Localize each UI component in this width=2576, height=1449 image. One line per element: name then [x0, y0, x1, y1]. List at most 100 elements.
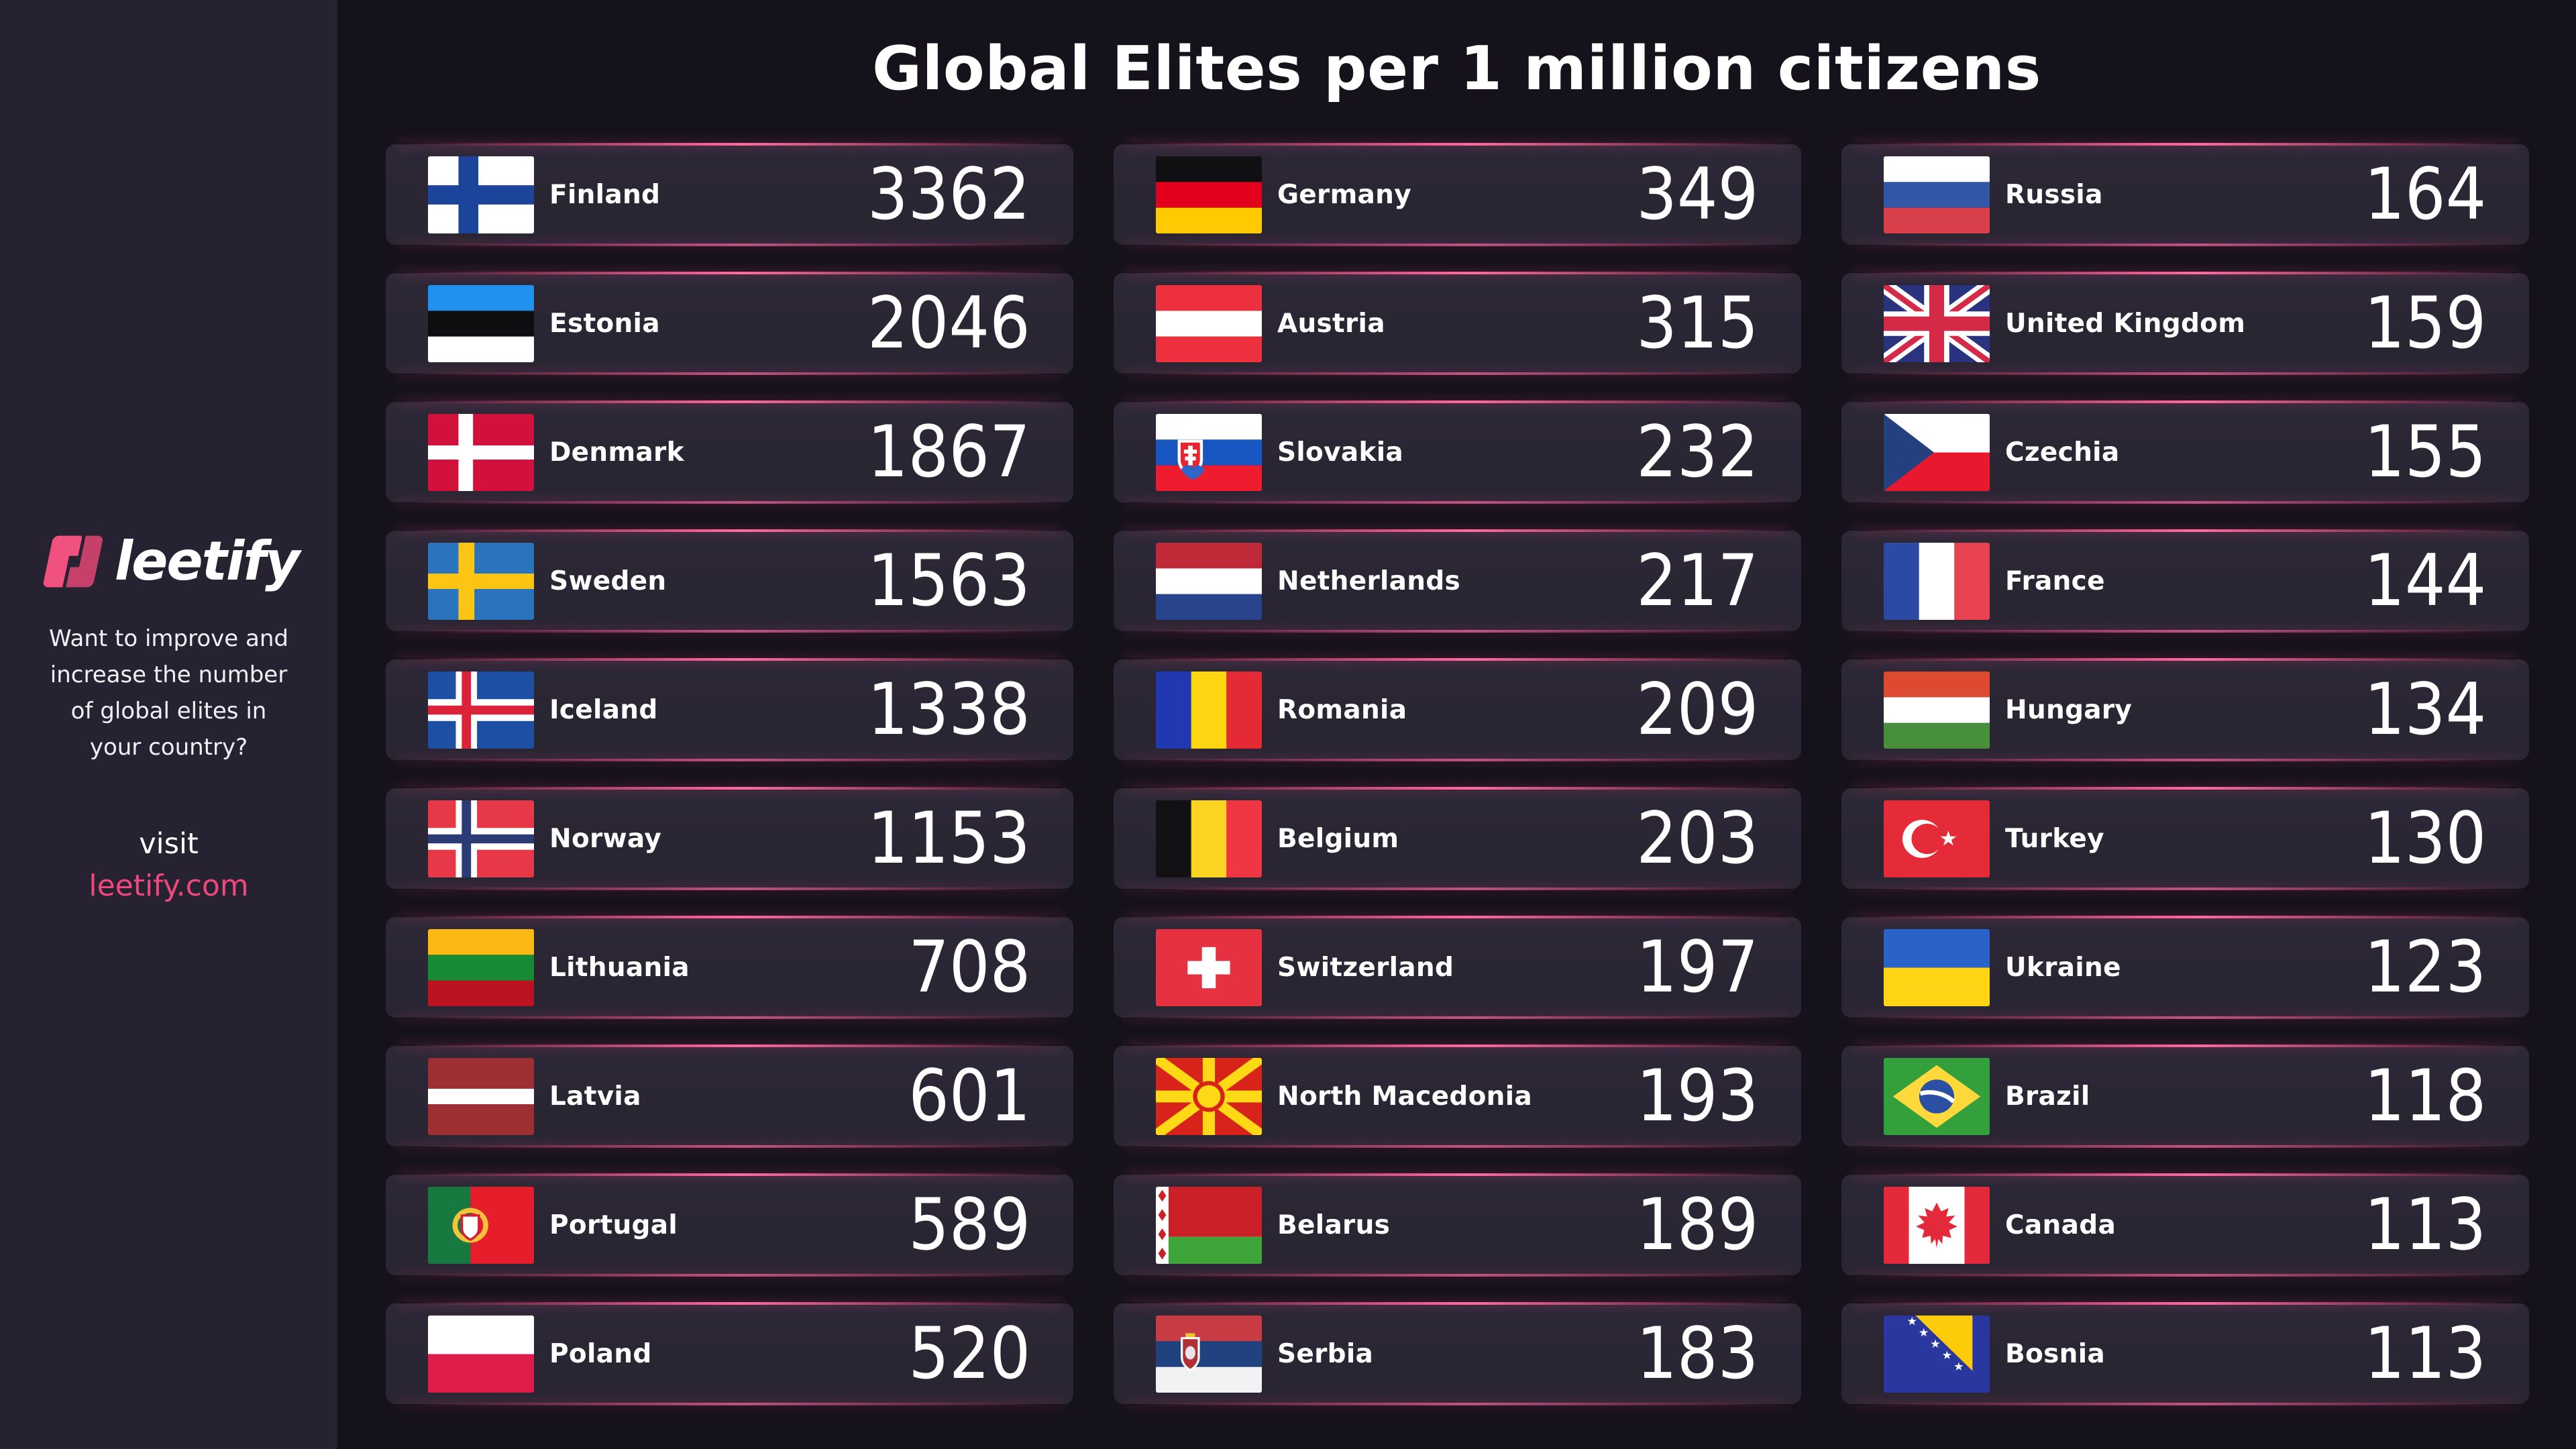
leetify-logo-icon	[43, 535, 103, 588]
country-name: Russia	[2005, 179, 2103, 210]
country-value: 589	[908, 1183, 1030, 1266]
country-value: 209	[1635, 668, 1758, 751]
flag-bosnia-icon	[1884, 1315, 1990, 1393]
country-name: France	[2005, 566, 2105, 596]
country-value: 193	[1635, 1055, 1758, 1137]
country-value: 118	[2363, 1055, 2486, 1137]
leaderboard-grid: Finland 3362 Estonia 2046 Denmark 1867 S…	[386, 143, 2529, 1405]
country-card-russia: Russia 164	[1841, 143, 2529, 246]
flag-north-macedonia-icon	[1156, 1057, 1262, 1135]
flag-canada-icon	[1884, 1186, 1990, 1264]
flag-hungary-icon	[1884, 671, 1990, 749]
country-card-lithuania: Lithuania 708	[386, 916, 1073, 1019]
flag-france-icon	[1884, 542, 1990, 620]
country-name: Czechia	[2005, 437, 2120, 468]
flag-turkey-icon	[1884, 800, 1990, 877]
country-name: Lithuania	[549, 952, 690, 983]
country-name: Germany	[1277, 179, 1411, 210]
flag-ukraine-icon	[1884, 928, 1990, 1006]
country-name: Norway	[549, 823, 662, 854]
country-name: Bosnia	[2005, 1338, 2105, 1369]
country-name: Austria	[1277, 308, 1385, 339]
country-value: 197	[1635, 926, 1758, 1008]
country-name: Finland	[549, 179, 661, 210]
country-value: 601	[908, 1055, 1030, 1137]
country-value: 217	[1635, 539, 1758, 622]
country-name: Romania	[1277, 694, 1407, 725]
country-name: Iceland	[549, 694, 658, 725]
country-value: 708	[908, 926, 1030, 1008]
country-value: 155	[2363, 411, 2486, 493]
flag-germany-icon	[1156, 156, 1262, 233]
country-name: Slovakia	[1277, 437, 1404, 468]
pitch-line: Want to improve and	[49, 625, 288, 652]
country-card-belarus: Belarus 189	[1114, 1173, 1801, 1277]
country-value: 1563	[867, 539, 1030, 622]
country-value: 1338	[867, 668, 1030, 751]
country-name: Poland	[549, 1338, 652, 1369]
flag-denmark-icon	[428, 413, 534, 491]
country-name: Hungary	[2005, 694, 2133, 725]
flag-russia-icon	[1884, 156, 1990, 233]
country-card-united-kingdom: United Kingdom 159	[1841, 272, 2529, 375]
country-card-sweden: Sweden 1563	[386, 529, 1073, 633]
country-value: 113	[2363, 1312, 2486, 1395]
country-value: 130	[2363, 797, 2486, 879]
brand-wordmark: leetify	[114, 530, 301, 592]
country-value: 189	[1635, 1183, 1758, 1266]
flag-romania-icon	[1156, 671, 1262, 749]
visit-label: visit	[139, 827, 199, 861]
pitch-line: of global elites in	[70, 698, 267, 724]
pitch-line: increase the number	[50, 661, 288, 688]
country-value: 315	[1635, 282, 1758, 364]
flag-austria-icon	[1156, 284, 1262, 362]
country-name: Latvia	[549, 1081, 641, 1112]
flag-iceland-icon	[428, 671, 534, 749]
country-value: 1153	[867, 797, 1030, 879]
country-name: Serbia	[1277, 1338, 1374, 1369]
country-card-denmark: Denmark 1867	[386, 400, 1073, 504]
country-card-belgium: Belgium 203	[1114, 787, 1801, 890]
country-name: Belgium	[1277, 823, 1399, 854]
flag-poland-icon	[428, 1315, 534, 1393]
country-name: Estonia	[549, 308, 660, 339]
country-card-ukraine: Ukraine 123	[1841, 916, 2529, 1019]
country-value: 203	[1635, 797, 1758, 879]
country-name: Belarus	[1277, 1210, 1391, 1240]
sidebar: leetify Want to improve and increase the…	[0, 0, 337, 1449]
pitch-line: your country?	[89, 734, 248, 761]
country-card-bosnia: Bosnia 113	[1841, 1302, 2529, 1405]
country-value: 2046	[867, 282, 1030, 364]
country-value: 1867	[867, 411, 1030, 493]
country-name: Denmark	[549, 437, 684, 468]
country-card-netherlands: Netherlands 217	[1114, 529, 1801, 633]
flag-serbia-icon	[1156, 1315, 1262, 1393]
flag-lithuania-icon	[428, 928, 534, 1006]
flag-finland-icon	[428, 156, 534, 233]
country-card-estonia: Estonia 2046	[386, 272, 1073, 375]
leetify-link[interactable]: leetify.com	[89, 869, 249, 903]
country-value: 134	[2363, 668, 2486, 751]
country-name: Canada	[2005, 1210, 2116, 1240]
flag-czechia-icon	[1884, 413, 1990, 491]
country-name: Brazil	[2005, 1081, 2090, 1112]
country-card-poland: Poland 520	[386, 1302, 1073, 1405]
country-name: Sweden	[549, 566, 667, 596]
country-name: Ukraine	[2005, 952, 2121, 983]
country-card-brazil: Brazil 118	[1841, 1044, 2529, 1148]
country-card-austria: Austria 315	[1114, 272, 1801, 375]
country-value: 164	[2363, 153, 2486, 235]
brand-logo: leetify	[39, 530, 301, 592]
country-value: 123	[2363, 926, 2486, 1008]
country-value: 183	[1635, 1312, 1758, 1395]
country-card-turkey: Turkey 130	[1841, 787, 2529, 890]
flag-portugal-icon	[428, 1186, 534, 1264]
country-value: 520	[908, 1312, 1030, 1395]
flag-netherlands-icon	[1156, 542, 1262, 620]
flag-brazil-icon	[1884, 1057, 1990, 1135]
country-name: United Kingdom	[2005, 308, 2246, 339]
flag-belarus-icon	[1156, 1186, 1262, 1264]
country-card-switzerland: Switzerland 197	[1114, 916, 1801, 1019]
country-card-iceland: Iceland 1338	[386, 658, 1073, 761]
main-panel: Global Elites per 1 million citizens Fin…	[337, 0, 2576, 1449]
